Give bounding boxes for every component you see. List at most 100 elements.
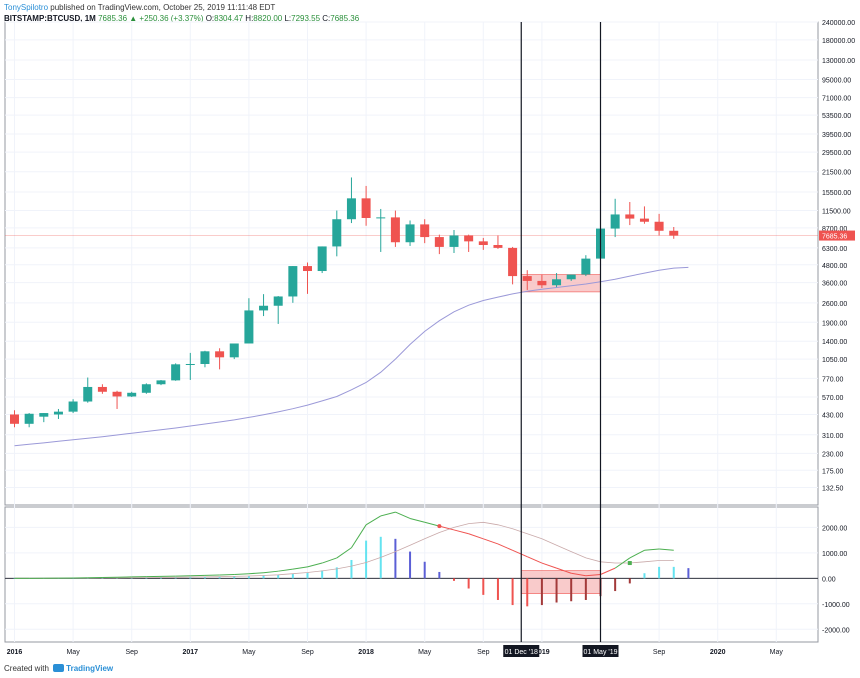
- price-tick-label: 130000.00: [822, 58, 855, 65]
- macd-line-segment: [644, 548, 660, 551]
- candle-body: [10, 414, 19, 424]
- ohlc-line: BITSTAMP:BTCUSD, 1M 7685.36 ▲ +250.36 (+…: [4, 13, 844, 24]
- price-tick-label: 6300.00: [822, 246, 847, 253]
- price-pane-frame: [4, 21, 819, 506]
- candle-body: [83, 386, 93, 402]
- macd-line-segment: [321, 557, 337, 564]
- time-tick-label: Sep: [125, 649, 138, 656]
- candle-body: [303, 266, 312, 272]
- time-tick-label: 2018: [358, 649, 374, 656]
- histogram-bar: [335, 567, 338, 579]
- macd-line-segment: [307, 562, 323, 568]
- macd-line-segment: [468, 533, 484, 540]
- macd-line-segment: [585, 574, 601, 577]
- grid-lines: [4, 21, 819, 643]
- macd-line-segment: [453, 529, 469, 535]
- candle-body: [229, 343, 239, 358]
- signal-line: [14, 521, 674, 579]
- candle-body: [522, 276, 532, 281]
- price-tick-label: 39500.00: [822, 132, 851, 139]
- histogram-bar: [526, 578, 529, 607]
- candle-body: [24, 413, 34, 424]
- macd-line-segment: [234, 573, 249, 575]
- candle-body: [244, 310, 254, 344]
- candle-body: [171, 364, 181, 381]
- candle-body: [97, 386, 107, 392]
- vertical-marker-label: 01 Dec '18: [505, 649, 538, 656]
- price-tick-label: 240000.00: [822, 20, 855, 27]
- candle-body: [581, 258, 591, 275]
- oscillator-tick-label: 0.00: [822, 576, 836, 583]
- low-label: L:: [284, 14, 292, 23]
- candle-body: [141, 384, 151, 393]
- macd-line-segment: [336, 547, 352, 559]
- up-arrow-icon: ▲: [129, 14, 138, 23]
- price-tick-label: 3600.00: [822, 281, 847, 288]
- price-tick-label: 53500.00: [822, 113, 851, 120]
- candle-body: [288, 266, 298, 297]
- price-tick-label: 230.00: [822, 451, 844, 458]
- candle-body: [639, 218, 649, 222]
- macd-line-segment: [541, 562, 557, 569]
- histogram-bar: [174, 577, 177, 579]
- candle-body: [332, 219, 342, 247]
- histogram-bar: [628, 578, 631, 584]
- price-tick-label: 15500.00: [822, 190, 851, 197]
- macd-line-segment: [351, 524, 367, 549]
- histogram-bar: [643, 573, 646, 579]
- histogram-bar: [672, 566, 675, 579]
- oscillator-tick-label: 1000.00: [822, 551, 847, 558]
- axes: 240000.00 180000.00 130000.00 95000.00 71000…: [7, 20, 855, 657]
- candle-body: [259, 305, 269, 311]
- candle-body: [361, 198, 371, 218]
- time-tick-label: Sep: [653, 649, 666, 656]
- price-tick-label: 132.50: [822, 486, 844, 493]
- macd-line-segment: [263, 570, 279, 574]
- price-tick-label: 175.00: [822, 468, 844, 475]
- high-label: H:: [245, 14, 254, 23]
- candle-body: [185, 363, 195, 365]
- candle-body: [464, 235, 474, 242]
- macd-line-segment: [497, 543, 513, 551]
- macd-line-segment: [278, 568, 293, 572]
- macd-line-segment: [614, 557, 631, 569]
- histogram-bar: [511, 578, 514, 606]
- macd-line-segment: [556, 567, 572, 574]
- price-tick-label: 11500.00: [822, 209, 851, 216]
- candle-body: [537, 280, 547, 286]
- candle-body: [669, 230, 679, 236]
- price-tick-label: 1050.00: [822, 357, 847, 364]
- macd-line-segment: [424, 521, 440, 527]
- histogram-bar: [203, 576, 206, 579]
- candle-body: [405, 224, 415, 243]
- candle-body: [390, 217, 400, 243]
- price-tick-label: 570.00: [822, 395, 844, 402]
- histogram-bar: [482, 578, 485, 595]
- candle-body: [273, 296, 283, 306]
- price-tick-label: 1900.00: [822, 320, 847, 327]
- macd-line-segment: [659, 548, 674, 551]
- footer: Created with TradingView: [4, 664, 113, 673]
- author-link[interactable]: TonySpilotro: [4, 3, 49, 12]
- bear-cross-dot: [437, 524, 442, 529]
- macd-line-segment: [571, 572, 586, 577]
- price-tick-label: 1400.00: [822, 339, 847, 346]
- histogram-bar: [423, 561, 426, 579]
- histogram-bar: [467, 578, 470, 589]
- macd-line-segment: [409, 517, 425, 523]
- macd-line-segment: [365, 515, 382, 526]
- candle-body: [376, 217, 386, 219]
- macd-line-segment: [629, 549, 645, 559]
- vertical-marker-tag: [582, 645, 619, 657]
- macd-line-segment: [512, 549, 528, 558]
- macd-line-segment: [248, 572, 264, 575]
- histogram-bar: [277, 574, 280, 579]
- candle-body: [346, 198, 356, 220]
- time-tick-label: Sep: [477, 649, 490, 656]
- footer-brand[interactable]: TradingView: [66, 664, 114, 673]
- candle-body: [508, 247, 518, 277]
- macd-line-segment: [483, 538, 499, 545]
- macd-line-segment: [600, 567, 616, 575]
- time-tick-label: May: [242, 649, 256, 656]
